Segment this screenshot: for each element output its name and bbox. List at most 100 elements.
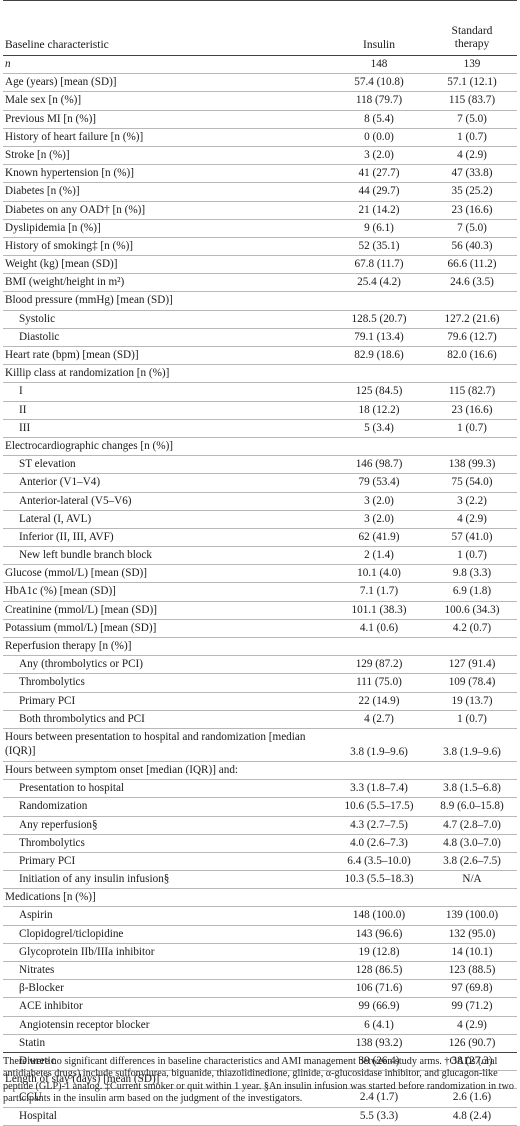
row-insulin-value: 6.4 (3.5–10.0): [347, 854, 411, 867]
header-standard-line2: therapy: [454, 38, 490, 50]
row-label: ST elevation: [19, 458, 76, 471]
row-standard-value: 139: [463, 58, 481, 70]
table-row: Known hypertension [n (%)] 41 (27.7) 47 (3…: [3, 165, 517, 184]
row-label: BMI (weight/height in m²): [5, 276, 125, 289]
row-label: Nitrates: [19, 964, 55, 976]
row-insulin-value: 67.8 (11.7): [354, 258, 404, 271]
row-standard-value: 8.9 (6.0–15.8): [440, 800, 504, 813]
row-label: Both thrombolytics and PCI: [19, 712, 145, 725]
row-insulin-value: 128.5 (20.7): [351, 312, 407, 325]
table-row: Hospital 5.5 (3.3) 4.8 (2.4): [3, 1108, 517, 1126]
table-row: Randomization 10.6 (5.5–17.5) 8.9 (6.0–15.…: [3, 798, 517, 817]
row-insulin-value: 82.9 (18.6): [354, 349, 404, 361]
row-standard-value: 4 (2.9): [457, 512, 487, 525]
table-header: Baseline characteristic Insulin Standard…: [3, 0, 517, 56]
row-standard-value: 35 (25.2): [451, 185, 493, 198]
row-standard-value: 1 (0.7): [457, 712, 487, 725]
row-standard-value: 123 (88.5): [448, 964, 496, 976]
row-standard-value: 23 (16.6): [451, 203, 493, 216]
row-label: Diuretic: [19, 1054, 56, 1067]
table-row: Weight (kg) [mean (SD)] 67.8 (11.7) 66.6 (…: [3, 256, 517, 275]
row-label: Diastolic: [19, 330, 60, 343]
row-insulin-value: 3.3 (1.8–7.4): [350, 782, 408, 795]
row-label: CCU: [19, 1091, 43, 1104]
row-standard-value: 4.8 (2.4): [452, 1109, 492, 1122]
row-label: Primary PCI: [19, 854, 76, 867]
row-label: Statin: [19, 1036, 46, 1049]
row-label: History of heart failure [n (%)]: [5, 130, 144, 143]
table-row: Hours between presentation to hospital a…: [3, 729, 517, 762]
row-insulin-value: 5.5 (3.3): [359, 1109, 399, 1122]
table-row: Electrocardiographic changes [n (%)]: [3, 438, 517, 457]
row-insulin-value: 5 (3.4): [364, 421, 394, 434]
row-standard-value: 4 (2.9): [457, 1018, 487, 1031]
row-insulin-value: 79.1 (13.4): [354, 330, 404, 343]
table-row: Anterior-lateral (V5–V6) 3 (2.0) 3 (2.2): [3, 493, 517, 511]
table-row: Systolic 128.5 (20.7) 127.2 (21.6): [3, 311, 517, 329]
row-label: Stroke [n (%)]: [5, 148, 70, 161]
table-row: III 5 (3.4) 1 (0.7): [3, 420, 517, 438]
row-standard-value: 100.6 (34.3): [444, 603, 500, 616]
table-row: Initiation of any insulin infusion§ 10.3 …: [3, 871, 517, 890]
table-row: Aspirin 148 (100.0) 139 (100.0): [3, 907, 517, 926]
table-row: HbA1c (%) [mean (SD)] 7.1 (1.7) 6.9 (1.8): [3, 583, 517, 602]
table-row: Clopidogrel/ticlopidine 143 (96.6) 132 (95…: [3, 926, 517, 944]
row-label: Angiotensin receptor blocker: [19, 1018, 150, 1031]
table-row: β-Blocker 106 (71.6) 97 (69.8): [3, 980, 517, 999]
row-label: Aspirin: [19, 909, 53, 922]
row-label: Creatinine (mmol/L) [mean (SD)]: [5, 603, 157, 616]
row-insulin-value: 0 (0.0): [364, 130, 394, 143]
table-row: ST elevation 146 (98.7) 138 (99.3): [3, 456, 517, 475]
row-label: Initiation of any insulin infusion§: [19, 873, 170, 886]
table-row: n 148 139: [3, 56, 517, 75]
row-insulin-value: 3.8 (1.9–9.6): [350, 745, 408, 758]
row-standard-value: 132 (95.0): [448, 927, 496, 940]
row-label: Diabetes [n (%)]: [5, 185, 80, 198]
table-row: Killip class at randomization [n (%)]: [3, 365, 517, 384]
table-row: Lateral (I, AVL) 3 (2.0) 4 (2.9): [3, 511, 517, 529]
row-standard-value: 66.6 (11.2): [447, 258, 497, 271]
row-insulin-value: 2.4 (1.7): [359, 1091, 399, 1104]
row-standard-value: 38 (27.3): [451, 1054, 493, 1067]
row-insulin-value: 4.0 (2.6–7.3): [350, 836, 408, 849]
row-insulin-value: 129 (87.2): [355, 658, 403, 671]
row-insulin-value: 18 (12.2): [358, 403, 400, 416]
row-label: History of smoking‡ [n (%)]: [5, 239, 134, 252]
table-row: BMI (weight/height in m²) 25.4 (4.2) 24.6 …: [3, 274, 517, 293]
table-row: Reperfusion therapy [n (%)]: [3, 638, 517, 657]
row-insulin-value: 111 (75.0): [356, 676, 402, 689]
row-insulin-value: 4.3 (2.7–7.5): [350, 818, 408, 831]
table-row: Anterior (V1–V4) 79 (53.4) 75 (54.0): [3, 474, 517, 493]
table-row: Diabetes [n (%)] 44 (29.7) 35 (25.2): [3, 183, 517, 202]
row-standard-value: 115 (82.7): [448, 385, 496, 398]
row-label: Dyslipidemia [n (%)]: [5, 221, 101, 234]
row-insulin-value: 3 (2.0): [364, 148, 394, 161]
table-row: Presentation to hospital 3.3 (1.8–7.4) 3.8…: [3, 780, 517, 799]
row-standard-value: 115 (83.7): [448, 94, 496, 107]
table-row: New left bundle branch block 2 (1.4) 1 (0.…: [3, 547, 517, 566]
row-insulin-value: 7.1 (1.7): [359, 585, 399, 598]
row-label: Randomization: [19, 800, 88, 813]
footnote-text: There were no significant differences in…: [3, 1056, 514, 1105]
table-footnote: There were no significant differences in…: [3, 1052, 517, 1106]
row-insulin-value: 148 (100.0): [352, 909, 406, 922]
table-body: n 148 139 Age (years) [mean (SD)] 57.4 (10.8…: [3, 56, 517, 1126]
header-characteristic: Baseline characteristic: [5, 39, 109, 51]
row-standard-value: 109 (78.4): [448, 676, 496, 689]
row-standard-value: 4.7 (2.8–7.0): [443, 818, 501, 831]
table-row: Diastolic 79.1 (13.4) 79.6 (12.7): [3, 329, 517, 347]
table-row: Primary PCI 6.4 (3.5–10.0) 3.8 (2.6–7.5): [3, 853, 517, 872]
table-row: Primary PCI 22 (14.9) 19 (13.7): [3, 693, 517, 711]
row-label: Potassium (mmol/L) [mean (SD)]: [5, 621, 157, 634]
row-insulin-value: 138 (93.2): [355, 1036, 403, 1049]
table-row: Both thrombolytics and PCI 4 (2.7) 1 (0.7): [3, 711, 517, 729]
table-row: Hours between symptom onset [median (IQR…: [3, 762, 517, 781]
row-label: ACE inhibitor: [19, 1000, 83, 1013]
table-row: Any reperfusion§ 4.3 (2.7–7.5) 4.7 (2.8–7.…: [3, 817, 517, 835]
row-insulin-value: 4 (2.7): [364, 712, 394, 725]
row-standard-value: 57 (41.0): [451, 530, 493, 543]
row-insulin-value: 146 (98.7): [355, 458, 403, 471]
row-standard-value: 1 (0.7): [457, 130, 487, 143]
table-row: II 18 (12.2) 23 (16.6): [3, 402, 517, 420]
